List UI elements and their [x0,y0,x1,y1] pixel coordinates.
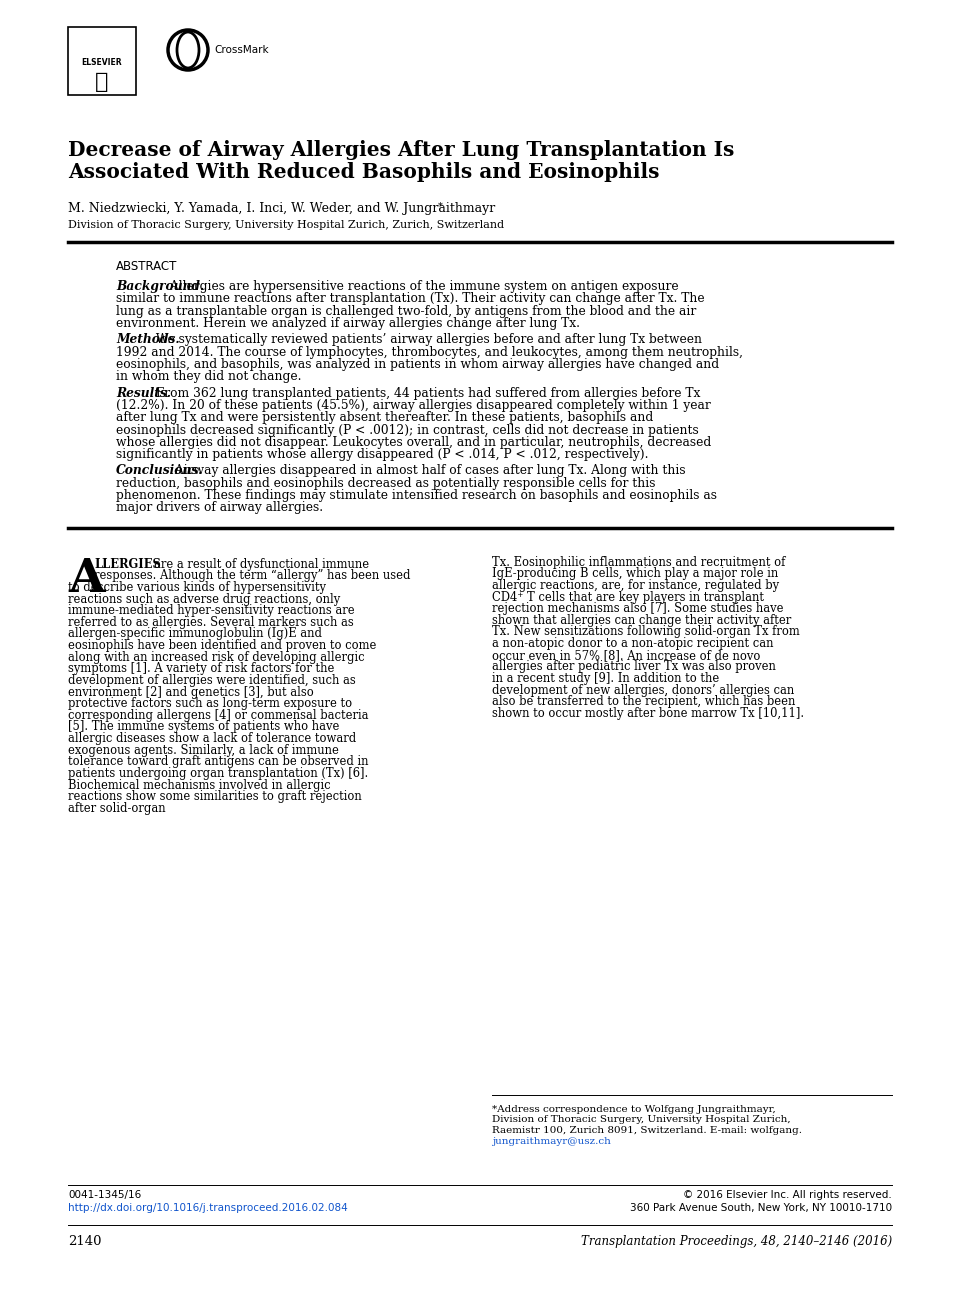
Text: Raemistr 100, Zurich 8091, Switzerland. E-mail: wolfgang.: Raemistr 100, Zurich 8091, Switzerland. … [492,1126,802,1135]
Text: Conclusions.: Conclusions. [116,464,204,477]
Text: *: * [438,203,443,212]
Text: jungraithmayr@usz.ch: jungraithmayr@usz.ch [492,1136,611,1146]
Text: a non-atopic donor to a non-atopic recipient can: a non-atopic donor to a non-atopic recip… [492,637,774,650]
Text: 1992 and 2014. The course of lymphocytes, thrombocytes, and leukocytes, among th: 1992 and 2014. The course of lymphocytes… [116,346,743,359]
Text: We systematically reviewed patients’ airway allergies before and after lung Tx b: We systematically reviewed patients’ air… [153,333,703,346]
Text: along with an increased risk of developing allergic: along with an increased risk of developi… [68,650,365,664]
Text: after solid-organ: after solid-organ [68,802,166,815]
Text: Associated With Reduced Basophils and Eosinophils: Associated With Reduced Basophils and Eo… [68,163,660,182]
Text: whose allergies did not disappear. Leukocytes overall, and in particular, neutro: whose allergies did not disappear. Leuko… [116,436,711,449]
Text: similar to immune reactions after transplantation (Tx). Their activity can chang: similar to immune reactions after transp… [116,293,705,306]
Text: shown that allergies can change their activity after: shown that allergies can change their ac… [492,614,791,627]
Text: shown to occur mostly after bone marrow Tx [10,11].: shown to occur mostly after bone marrow … [492,707,804,720]
Text: Allergies are hypersensitive reactions of the immune system on antigen exposure: Allergies are hypersensitive reactions o… [166,280,679,293]
Text: after lung Tx and were persistently absent thereafter. In these patients, basoph: after lung Tx and were persistently abse… [116,412,653,424]
Text: Background.: Background. [116,280,204,293]
Text: patients undergoing organ transplantation (Tx) [6].: patients undergoing organ transplantatio… [68,768,369,780]
Text: *Address correspondence to Wolfgang Jungraithmayr,: *Address correspondence to Wolfgang Jung… [492,1106,776,1115]
Text: phenomenon. These findings may stimulate intensified research on basophils and e: phenomenon. These findings may stimulate… [116,489,717,502]
Text: Division of Thoracic Surgery, University Hospital Zurich,: Division of Thoracic Surgery, University… [492,1116,791,1125]
Text: From 362 lung transplanted patients, 44 patients had suffered from allergies bef: From 362 lung transplanted patients, 44 … [153,387,701,400]
Text: ELSEVIER: ELSEVIER [82,58,122,67]
Text: eosinophils, and basophils, was analyzed in patients in whom airway allergies ha: eosinophils, and basophils, was analyzed… [116,357,719,372]
Text: allergies after pediatric liver Tx was also proven: allergies after pediatric liver Tx was a… [492,660,776,673]
Text: eosinophils have been identified and proven to come: eosinophils have been identified and pro… [68,639,376,653]
Text: to describe various kinds of hypersensitivity: to describe various kinds of hypersensit… [68,580,326,593]
Text: A: A [68,556,105,601]
Text: allergen-specific immunoglobulin (Ig)E and: allergen-specific immunoglobulin (Ig)E a… [68,627,322,640]
Text: http://dx.doi.org/10.1016/j.transproceed.2016.02.084: http://dx.doi.org/10.1016/j.transproceed… [68,1204,348,1213]
Text: LLERGIES: LLERGIES [94,557,161,570]
Text: (12.2%). In 20 of these patients (45.5%), airway allergies disappeared completel: (12.2%). In 20 of these patients (45.5%)… [116,399,710,412]
Text: ABSTRACT: ABSTRACT [116,261,178,273]
Text: Biochemical mechanisms involved in allergic: Biochemical mechanisms involved in aller… [68,779,330,792]
Text: environment [2] and genetics [3], but also: environment [2] and genetics [3], but al… [68,685,314,699]
Text: © 2016 Elsevier Inc. All rights reserved.: © 2016 Elsevier Inc. All rights reserved… [684,1189,892,1200]
Text: reduction, basophils and eosinophils decreased as potentially responsible cells : reduction, basophils and eosinophils dec… [116,477,656,490]
Bar [68,27,136,95]
Text: Division of Thoracic Surgery, University Hospital Zurich, Zurich, Switzerland: Division of Thoracic Surgery, University… [68,221,504,230]
Text: corresponding allergens [4] or commensal bacteria: corresponding allergens [4] or commensal… [68,708,369,722]
Text: eosinophils decreased significantly (P < .0012); in contrast, cells did not decr: eosinophils decreased significantly (P <… [116,423,699,436]
Text: Methods.: Methods. [116,333,180,346]
Text: CD4⁺ T cells that are key players in transplant: CD4⁺ T cells that are key players in tra… [492,591,764,604]
Text: Decrease of Airway Allergies After Lung Transplantation Is: Decrease of Airway Allergies After Lung … [68,141,734,160]
Text: environment. Herein we analyzed if airway allergies change after lung Tx.: environment. Herein we analyzed if airwa… [116,317,580,330]
Text: CrossMark: CrossMark [214,45,269,55]
Text: [5]. The immune systems of patients who have: [5]. The immune systems of patients who … [68,720,340,734]
Text: symptoms [1]. A variety of risk factors for the: symptoms [1]. A variety of risk factors … [68,662,334,676]
Text: significantly in patients whose allergy disappeared (P < .014, P < .012, respect: significantly in patients whose allergy … [116,448,649,461]
Text: responses. Although the term “allergy” has been used: responses. Although the term “allergy” h… [94,569,411,582]
Text: allergic reactions, are, for instance, regulated by: allergic reactions, are, for instance, r… [492,579,780,592]
Text: 0041-1345/16: 0041-1345/16 [68,1189,141,1200]
Text: reactions such as adverse drug reactions, only: reactions such as adverse drug reactions… [68,592,340,605]
Text: 2140: 2140 [68,1235,102,1247]
Text: exogenous agents. Similarly, a lack of immune: exogenous agents. Similarly, a lack of i… [68,743,339,757]
Text: 🌳: 🌳 [95,72,108,92]
Text: immune-mediated hyper-sensitivity reactions are: immune-mediated hyper-sensitivity reacti… [68,604,354,617]
Text: development of allergies were identified, such as: development of allergies were identified… [68,673,356,688]
Text: tolerance toward graft antigens can be observed in: tolerance toward graft antigens can be o… [68,756,369,769]
Text: IgE-producing B cells, which play a major role in: IgE-producing B cells, which play a majo… [492,568,779,580]
Text: 360 Park Avenue South, New York, NY 10010-1710: 360 Park Avenue South, New York, NY 1001… [630,1204,892,1213]
Text: protective factors such as long-term exposure to: protective factors such as long-term exp… [68,697,352,711]
Text: major drivers of airway allergies.: major drivers of airway allergies. [116,502,324,515]
Text: rejection mechanisms also [7]. Some studies have: rejection mechanisms also [7]. Some stud… [492,602,783,615]
Text: lung as a transplantable organ is challenged two-fold, by antigens from the bloo: lung as a transplantable organ is challe… [116,304,696,317]
Text: M. Niedzwiecki, Y. Yamada, I. Inci, W. Weder, and W. Jungraithmayr: M. Niedzwiecki, Y. Yamada, I. Inci, W. W… [68,203,495,215]
Text: allergic diseases show a lack of tolerance toward: allergic diseases show a lack of toleran… [68,731,356,746]
Text: in a recent study [9]. In addition to the: in a recent study [9]. In addition to th… [492,672,719,685]
Text: referred to as allergies. Several markers such as: referred to as allergies. Several marker… [68,615,353,628]
Text: are a result of dysfunctional immune: are a result of dysfunctional immune [154,557,370,570]
Text: Transplantation Proceedings, 48, 2140–2146 (2016): Transplantation Proceedings, 48, 2140–21… [581,1235,892,1247]
Text: Airway allergies disappeared in almost half of cases after lung Tx. Along with t: Airway allergies disappeared in almost h… [171,464,685,477]
Text: occur even in 57% [8]. An increase of de novo: occur even in 57% [8]. An increase of de… [492,649,760,662]
Text: reactions show some similarities to graft rejection: reactions show some similarities to graf… [68,791,362,804]
Text: Tx. Eosinophilic inflammations and recruitment of: Tx. Eosinophilic inflammations and recru… [492,556,785,569]
Text: in whom they did not change.: in whom they did not change. [116,370,301,383]
Text: Results.: Results. [116,387,171,400]
Text: Tx. New sensitizations following solid-organ Tx from: Tx. New sensitizations following solid-o… [492,626,800,639]
Text: also be transferred to the recipient, which has been: also be transferred to the recipient, wh… [492,695,796,708]
Text: development of new allergies, donors’ allergies can: development of new allergies, donors’ al… [492,684,794,697]
